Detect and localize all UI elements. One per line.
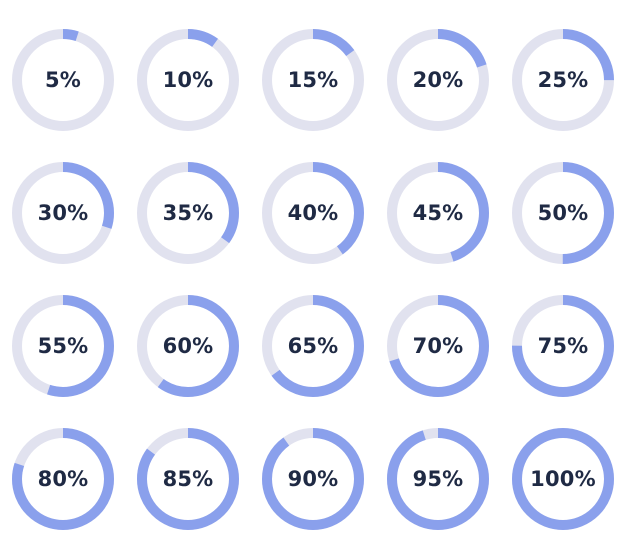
progress-ring: 80%	[12, 428, 114, 530]
progress-ring-label: 90%	[287, 467, 339, 491]
progress-ring-fill	[262, 29, 364, 131]
progress-ring-graphic	[262, 29, 364, 131]
progress-ring-label: 60%	[162, 334, 214, 358]
progress-ring-label: 15%	[287, 68, 339, 92]
progress-ring-fill	[512, 428, 614, 530]
progress-ring-graphic	[387, 428, 489, 530]
progress-ring-fill	[12, 29, 114, 131]
progress-ring-fill	[262, 428, 364, 530]
progress-ring-label: 65%	[287, 334, 339, 358]
progress-ring-label: 70%	[412, 334, 464, 358]
progress-ring-fill	[137, 428, 239, 530]
progress-ring-fill	[12, 428, 114, 530]
progress-ring: 95%	[387, 428, 489, 530]
progress-ring-graphic	[137, 29, 239, 131]
progress-ring: 65%	[262, 295, 364, 397]
progress-ring-graphic	[137, 162, 239, 264]
progress-ring-graphic	[512, 29, 614, 131]
progress-ring: 50%	[512, 162, 614, 264]
progress-ring-label: 30%	[37, 201, 89, 225]
progress-ring: 90%	[262, 428, 364, 530]
progress-ring-fill	[262, 295, 364, 397]
progress-ring: 15%	[262, 29, 364, 131]
progress-ring-label: 100%	[530, 467, 596, 491]
progress-ring-fill	[137, 162, 239, 264]
progress-ring-graphic	[12, 29, 114, 131]
progress-ring-label: 85%	[162, 467, 214, 491]
progress-ring-label: 5%	[44, 68, 82, 92]
progress-ring: 75%	[512, 295, 614, 397]
progress-ring-graphic	[387, 29, 489, 131]
progress-ring-fill	[512, 29, 614, 131]
progress-ring-label: 95%	[412, 467, 464, 491]
progress-ring-fill	[512, 295, 614, 397]
progress-ring-fill	[137, 295, 239, 397]
progress-ring-graphic	[12, 162, 114, 264]
progress-ring: 85%	[137, 428, 239, 530]
progress-ring-graphic	[262, 295, 364, 397]
progress-ring: 100%	[512, 428, 614, 530]
progress-ring-fill	[512, 162, 614, 264]
progress-ring: 25%	[512, 29, 614, 131]
progress-ring-fill	[12, 295, 114, 397]
progress-ring: 55%	[12, 295, 114, 397]
progress-ring-fill	[12, 162, 114, 264]
progress-ring-graphic	[137, 428, 239, 530]
progress-ring-label: 55%	[37, 334, 89, 358]
progress-ring: 5%	[12, 29, 114, 131]
progress-ring: 10%	[137, 29, 239, 131]
progress-ring-fill	[387, 162, 489, 264]
progress-ring-fill	[387, 295, 489, 397]
progress-ring-graphic	[387, 162, 489, 264]
progress-ring-graphic	[137, 295, 239, 397]
progress-ring-graphic	[262, 428, 364, 530]
progress-ring: 60%	[137, 295, 239, 397]
progress-ring-graphic	[262, 162, 364, 264]
progress-ring-label: 75%	[537, 334, 589, 358]
progress-ring: 30%	[12, 162, 114, 264]
progress-ring: 45%	[387, 162, 489, 264]
progress-ring-label: 45%	[412, 201, 464, 225]
progress-ring-label: 50%	[537, 201, 589, 225]
progress-ring: 70%	[387, 295, 489, 397]
progress-ring-label: 40%	[287, 201, 339, 225]
progress-ring-graphic	[512, 428, 614, 530]
progress-ring-fill	[262, 162, 364, 264]
progress-ring-graphic	[387, 295, 489, 397]
progress-ring-label: 25%	[537, 68, 589, 92]
progress-ring-label: 10%	[162, 68, 214, 92]
progress-ring-graphic	[12, 428, 114, 530]
progress-ring: 35%	[137, 162, 239, 264]
progress-ring-label: 35%	[162, 201, 214, 225]
progress-ring-graphic	[512, 295, 614, 397]
progress-ring: 40%	[262, 162, 364, 264]
progress-ring-graphic	[12, 295, 114, 397]
progress-ring-fill	[137, 29, 239, 131]
progress-ring-graphic	[512, 162, 614, 264]
progress-ring-label: 80%	[37, 467, 89, 491]
progress-ring-fill	[387, 29, 489, 131]
progress-ring-label: 20%	[412, 68, 464, 92]
progress-ring-fill	[387, 428, 489, 530]
progress-ring: 20%	[387, 29, 489, 131]
